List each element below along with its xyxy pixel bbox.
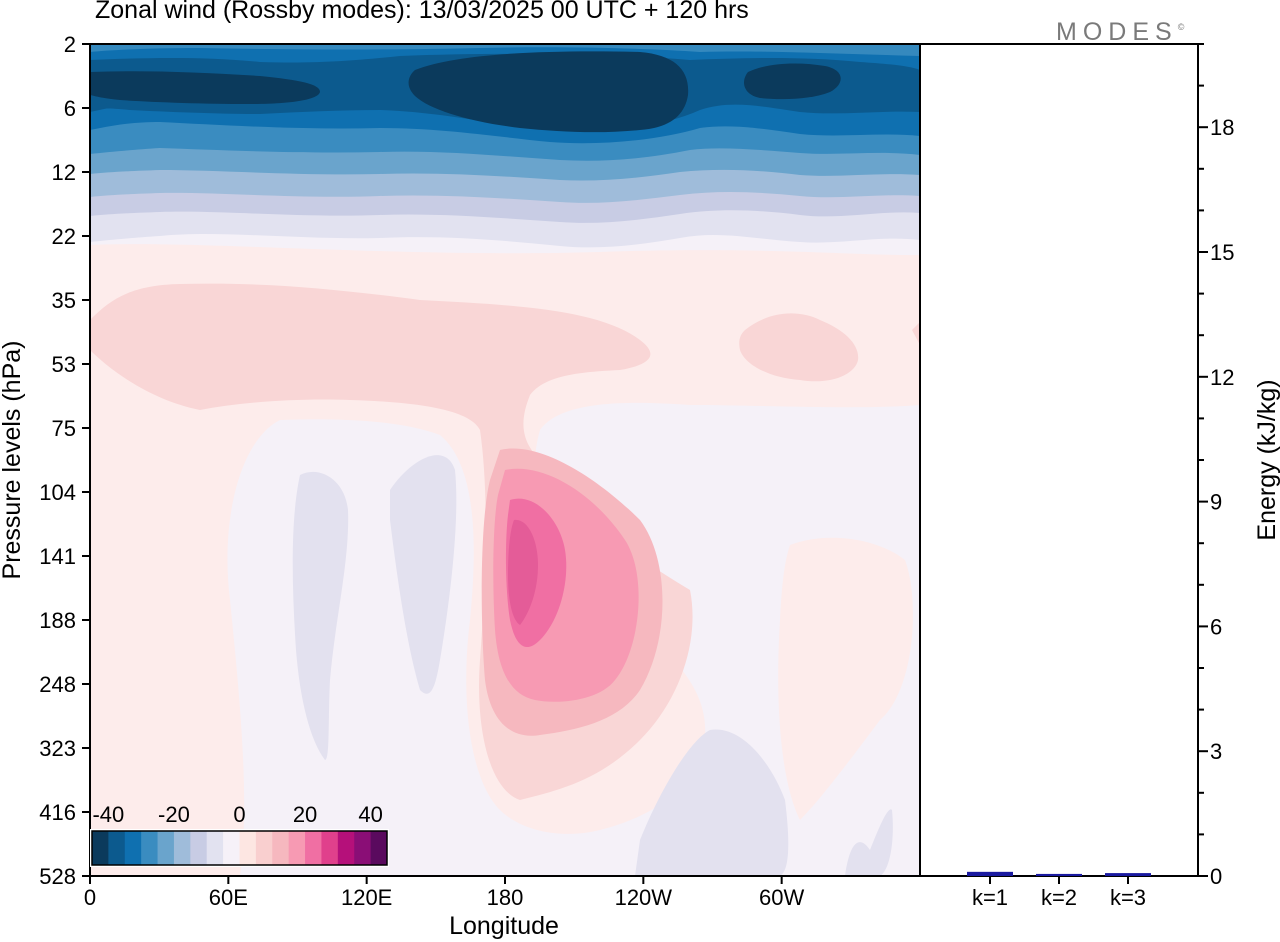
contour-blue-11 — [90, 100, 118, 112]
y-tick-label: 6 — [64, 96, 76, 121]
energy-tick-label: 3 — [1210, 739, 1222, 764]
energy-tick-label: 9 — [1210, 490, 1222, 515]
colorbar-swatch — [206, 831, 224, 865]
contour-pink-right-blob — [739, 313, 859, 382]
x-axis-longitude: 0 60E 120E 180 120W 60W — [84, 876, 805, 910]
chart-title: Zonal wind (Rossby modes): 13/03/2025 00… — [95, 0, 749, 24]
contour-lilac-1 — [292, 471, 349, 760]
y-tick-label: 75 — [52, 416, 76, 441]
colorbar-swatch — [288, 831, 306, 865]
energy-axis-label: Energy (kJ/kg) — [1253, 379, 1280, 540]
colorbar: -40 -20 0 20 40 — [90, 802, 389, 867]
y-tick-label: 528 — [39, 864, 76, 889]
y-tick-label: 104 — [39, 480, 76, 505]
colorbar-swatch — [354, 831, 372, 865]
contour-blue-9 — [408, 51, 689, 133]
y-tick-label: 2 — [64, 32, 76, 57]
y-tick-label: 416 — [39, 800, 76, 825]
colorbar-tick-label: -40 — [92, 802, 124, 827]
energy-tick-label: 0 — [1210, 864, 1222, 889]
y-axis-energy: 0 3 6 9 12 15 18 — [1198, 43, 1234, 889]
energy-bars: k=1 k=2 k=3 — [967, 871, 1151, 910]
colorbar-swatch — [255, 831, 273, 865]
x-tick-label: 0 — [84, 885, 96, 910]
colorbar-swatch — [272, 831, 290, 865]
y-tick-label: 141 — [39, 544, 76, 569]
energy-bar — [967, 871, 1013, 876]
colorbar-swatch — [239, 831, 257, 865]
colorbar-swatch — [223, 831, 240, 865]
y-tick-label: 188 — [39, 608, 76, 633]
contour-lilac-4 — [845, 809, 893, 876]
y-tick-label: 12 — [52, 160, 76, 185]
x-tick-label: 180 — [487, 885, 524, 910]
y-tick-label: 323 — [39, 736, 76, 761]
contour-blue-10 — [744, 63, 841, 100]
colorbar-tick-label: 40 — [358, 802, 382, 827]
colorbar-swatch — [141, 831, 159, 865]
colorbar-swatch — [321, 831, 339, 865]
colorbar-swatch — [190, 831, 208, 865]
colorbar-frame — [91, 830, 388, 866]
contour-pink-35 — [508, 519, 538, 625]
y-tick-label: 22 — [52, 224, 76, 249]
contour-field — [90, 44, 920, 876]
y-tick-label: 53 — [52, 352, 76, 377]
x-axis-label: Longitude — [449, 912, 559, 940]
x-tick-label: 120W — [615, 885, 673, 910]
energy-tick-label: 12 — [1210, 365, 1234, 390]
contour-blue-8 — [90, 71, 320, 104]
logo-text: MODES — [1056, 18, 1178, 46]
colorbar-tick-label: -20 — [158, 802, 190, 827]
colorbar-swatch — [124, 831, 142, 865]
contour-lilac-2 — [390, 455, 457, 694]
contour-lilac-3 — [635, 729, 789, 876]
modes-logo: MODES© — [1056, 18, 1184, 47]
colorbar-swatch — [305, 831, 322, 865]
contour-light-pink-right — [778, 537, 913, 820]
energy-tick-label: 6 — [1210, 614, 1222, 639]
energy-tick-label: 15 — [1210, 240, 1234, 265]
x-tick-label: 60W — [759, 885, 804, 910]
colorbar-swatch — [370, 831, 388, 865]
colorbar-swatch — [92, 831, 109, 865]
bar-category-label: k=1 — [972, 885, 1008, 910]
colorbar-swatch — [173, 831, 191, 865]
x-tick-label: 60E — [209, 885, 248, 910]
colorbar-tick-label: 20 — [293, 802, 317, 827]
colorbar-swatch — [337, 831, 355, 865]
y-axis-label: Pressure levels (hPa) — [0, 341, 26, 580]
contour-pink-edge — [912, 322, 920, 345]
energy-bar — [1105, 873, 1151, 876]
logo-mark: © — [1177, 22, 1185, 32]
contour-light-pink-left-column — [90, 560, 177, 876]
contour-blue-12 — [90, 44, 920, 56]
colorbar-swatch — [157, 831, 175, 865]
y-tick-label: 248 — [39, 672, 76, 697]
colorbar-swatch — [108, 831, 126, 865]
y-axis-pressure: 2 6 12 22 35 53 75 104 141 188 248 323 416 528 — [39, 32, 90, 889]
colorbar-tick-label: 0 — [233, 802, 245, 827]
energy-tick-label: 18 — [1210, 115, 1234, 140]
x-tick-label: 120E — [341, 885, 392, 910]
bar-category-label: k=2 — [1041, 885, 1077, 910]
y-tick-label: 35 — [52, 288, 76, 313]
bar-category-label: k=3 — [1110, 885, 1146, 910]
energy-bar — [1036, 873, 1082, 876]
